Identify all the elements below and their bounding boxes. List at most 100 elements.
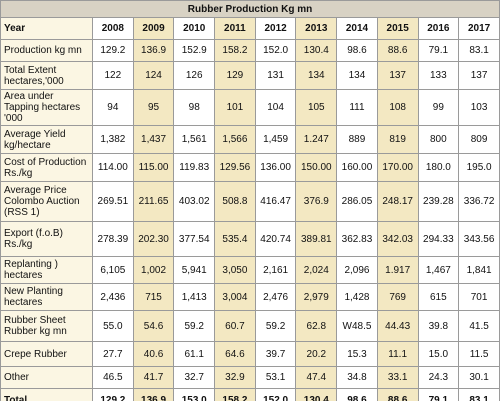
cell-value: 150.00 bbox=[295, 153, 338, 182]
year-header: 2011 bbox=[214, 17, 256, 40]
cell-value: 137 bbox=[458, 61, 500, 90]
cell-value: 343.56 bbox=[458, 221, 500, 257]
year-header: 2010 bbox=[173, 17, 216, 40]
cell-value: 15.0 bbox=[417, 341, 460, 367]
cell-value: 59.2 bbox=[173, 310, 216, 342]
data-row: Cost of Production Rs./kg 114.00 115.00 119… bbox=[0, 153, 500, 182]
header-label: Year bbox=[0, 17, 93, 40]
cell-value: 99 bbox=[417, 89, 460, 126]
data-row: Total 129.2 136.9 153.0 158.2 152.0 130.4 98.6 8… bbox=[0, 388, 500, 401]
data-row: Average Price Colombo Auction (RSS 1) 269… bbox=[0, 181, 500, 222]
year-header: 2009 bbox=[132, 17, 175, 40]
data-row: New Planting hectares 2,436 715 1,413 3,004 2… bbox=[0, 283, 500, 311]
row-label: Area under Tapping hectares '000 bbox=[0, 89, 93, 126]
cell-value: 535.4 bbox=[214, 221, 256, 257]
cell-value: 420.74 bbox=[254, 221, 297, 257]
cell-value: 131 bbox=[254, 61, 297, 90]
cell-value: 88.6 bbox=[376, 39, 419, 62]
cell-value: 64.6 bbox=[214, 341, 256, 367]
cell-value: 1,437 bbox=[132, 125, 175, 154]
cell-value: 336.72 bbox=[458, 181, 500, 222]
cell-value: 800 bbox=[417, 125, 460, 154]
cell-value: 377.54 bbox=[173, 221, 216, 257]
cell-value: 108 bbox=[376, 89, 419, 126]
cell-value: 24.3 bbox=[417, 366, 460, 389]
cell-value: 715 bbox=[132, 283, 175, 311]
cell-value: 101 bbox=[214, 89, 256, 126]
cell-value: 119.83 bbox=[173, 153, 216, 182]
data-row: Crepe Rubber 27.7 40.6 61.1 64.6 39.7 20.2 15.3… bbox=[0, 341, 500, 367]
cell-value: 1.917 bbox=[376, 256, 419, 284]
cell-value: 79.1 bbox=[417, 388, 460, 401]
cell-value: 61.1 bbox=[173, 341, 216, 367]
cell-value: 269.51 bbox=[92, 181, 134, 222]
cell-value: 615 bbox=[417, 283, 460, 311]
cell-value: 5,941 bbox=[173, 256, 216, 284]
row-label: Other bbox=[0, 366, 93, 389]
cell-value: 1,561 bbox=[173, 125, 216, 154]
cell-value: 416.47 bbox=[254, 181, 297, 222]
cell-value: 180.0 bbox=[417, 153, 460, 182]
year-header: 2014 bbox=[336, 17, 378, 40]
table-title: Rubber Production Kg mn bbox=[0, 0, 500, 18]
data-row: Production kg mn 129.2 136.9 152.9 158.2 152.… bbox=[0, 39, 500, 62]
cell-value: 15.3 bbox=[336, 341, 378, 367]
cell-value: 62.8 bbox=[295, 310, 338, 342]
row-label: Average Yield kg/hectare bbox=[0, 125, 93, 154]
row-label: Replanting ) hectares bbox=[0, 256, 93, 284]
cell-value: 389.81 bbox=[295, 221, 338, 257]
cell-value: 1,413 bbox=[173, 283, 216, 311]
cell-value: 1,467 bbox=[417, 256, 460, 284]
year-header: 2017 bbox=[458, 17, 500, 40]
cell-value: 95 bbox=[132, 89, 175, 126]
cell-value: 115.00 bbox=[132, 153, 175, 182]
cell-value: 41.7 bbox=[132, 366, 175, 389]
cell-value: 152.9 bbox=[173, 39, 216, 62]
cell-value: 1,428 bbox=[336, 283, 378, 311]
cell-value: 34.8 bbox=[336, 366, 378, 389]
cell-value: 32.9 bbox=[214, 366, 256, 389]
cell-value: 83.1 bbox=[458, 39, 500, 62]
cell-value: 130.4 bbox=[295, 39, 338, 62]
cell-value: 134 bbox=[295, 61, 338, 90]
cell-value: 133 bbox=[417, 61, 460, 90]
cell-value: 39.8 bbox=[417, 310, 460, 342]
cell-value: 6,105 bbox=[92, 256, 134, 284]
cell-value: 40.6 bbox=[132, 341, 175, 367]
cell-value: 170.00 bbox=[376, 153, 419, 182]
row-label: Rubber Sheet Rubber kg mn bbox=[0, 310, 93, 342]
cell-value: 129.2 bbox=[92, 388, 134, 401]
cell-value: 130.4 bbox=[295, 388, 338, 401]
cell-value: W48.5 bbox=[336, 310, 378, 342]
cell-value: 94 bbox=[92, 89, 134, 126]
cell-value: 47.4 bbox=[295, 366, 338, 389]
cell-value: 1,002 bbox=[132, 256, 175, 284]
cell-value: 152.0 bbox=[254, 388, 297, 401]
cell-value: 1.247 bbox=[295, 125, 338, 154]
cell-value: 27.7 bbox=[92, 341, 134, 367]
row-label: Cost of Production Rs./kg bbox=[0, 153, 93, 182]
cell-value: 134 bbox=[336, 61, 378, 90]
cell-value: 403.02 bbox=[173, 181, 216, 222]
data-row: Other 46.5 41.7 32.7 32.9 53.1 47.4 34.8 33.1 24.… bbox=[0, 366, 500, 389]
cell-value: 202.30 bbox=[132, 221, 175, 257]
cell-value: 83.1 bbox=[458, 388, 500, 401]
cell-value: 88.6 bbox=[376, 388, 419, 401]
data-row: Area under Tapping hectares '000 94 95 98 10… bbox=[0, 89, 500, 126]
cell-value: 98.6 bbox=[336, 39, 378, 62]
cell-value: 3,050 bbox=[214, 256, 256, 284]
cell-value: 1,841 bbox=[458, 256, 500, 284]
cell-value: 889 bbox=[336, 125, 378, 154]
cell-value: 2,979 bbox=[295, 283, 338, 311]
cell-value: 278.39 bbox=[92, 221, 134, 257]
data-row: Total Extent hectares,'000 122 124 126 129 13… bbox=[0, 61, 500, 90]
cell-value: 59.2 bbox=[254, 310, 297, 342]
cell-value: 2,161 bbox=[254, 256, 297, 284]
data-row: Average Yield kg/hectare 1,382 1,437 1,561 1… bbox=[0, 125, 500, 154]
cell-value: 136.9 bbox=[132, 39, 175, 62]
cell-value: 1,382 bbox=[92, 125, 134, 154]
cell-value: 2,476 bbox=[254, 283, 297, 311]
cell-value: 98.6 bbox=[336, 388, 378, 401]
